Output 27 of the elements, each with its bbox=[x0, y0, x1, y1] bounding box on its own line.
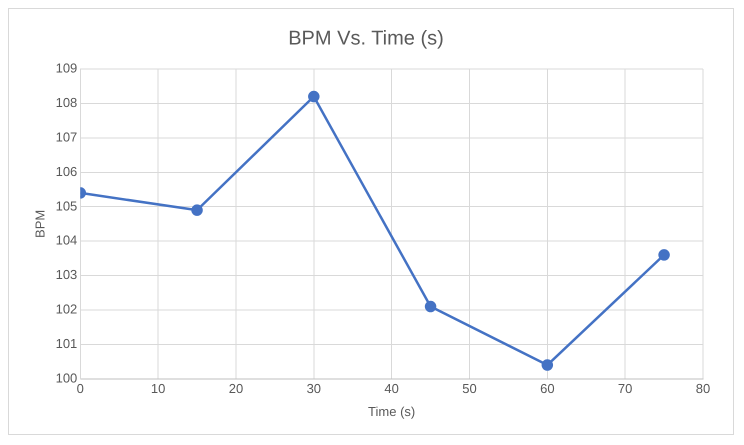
x-tick-label: 80 bbox=[696, 381, 710, 396]
point bbox=[658, 249, 670, 261]
y-tick-label: 105 bbox=[56, 198, 78, 214]
x-tick-label: 70 bbox=[618, 381, 632, 396]
point bbox=[191, 204, 203, 216]
x-tick-label: 10 bbox=[150, 381, 166, 396]
y-tick-label: 107 bbox=[56, 129, 78, 144]
x-axis-title: Time (s) bbox=[368, 404, 416, 419]
x-tick-label: 40 bbox=[384, 381, 399, 396]
y-tick-label: 104 bbox=[56, 232, 78, 248]
x-tick-label: 20 bbox=[228, 381, 244, 396]
x-tick-label: 30 bbox=[306, 381, 322, 396]
y-tick-label: 100 bbox=[56, 370, 78, 386]
y-tick-label: 108 bbox=[56, 95, 78, 110]
y-tick-label: 101 bbox=[56, 336, 78, 351]
y-tick-label: 106 bbox=[56, 164, 78, 179]
y-tick-label: 103 bbox=[56, 267, 78, 282]
point bbox=[424, 300, 436, 312]
x-tick-label: 60 bbox=[540, 381, 555, 396]
y-axis-title: BPM bbox=[32, 210, 48, 238]
point bbox=[308, 90, 320, 102]
chart-title: BPM Vs. Time (s) bbox=[288, 28, 444, 50]
x-tick-label: 50 bbox=[462, 381, 477, 396]
y-tick-label: 102 bbox=[56, 302, 78, 317]
y-tick-label: 109 bbox=[56, 60, 78, 76]
x-tick-label: 0 bbox=[76, 381, 84, 396]
point bbox=[542, 359, 554, 371]
